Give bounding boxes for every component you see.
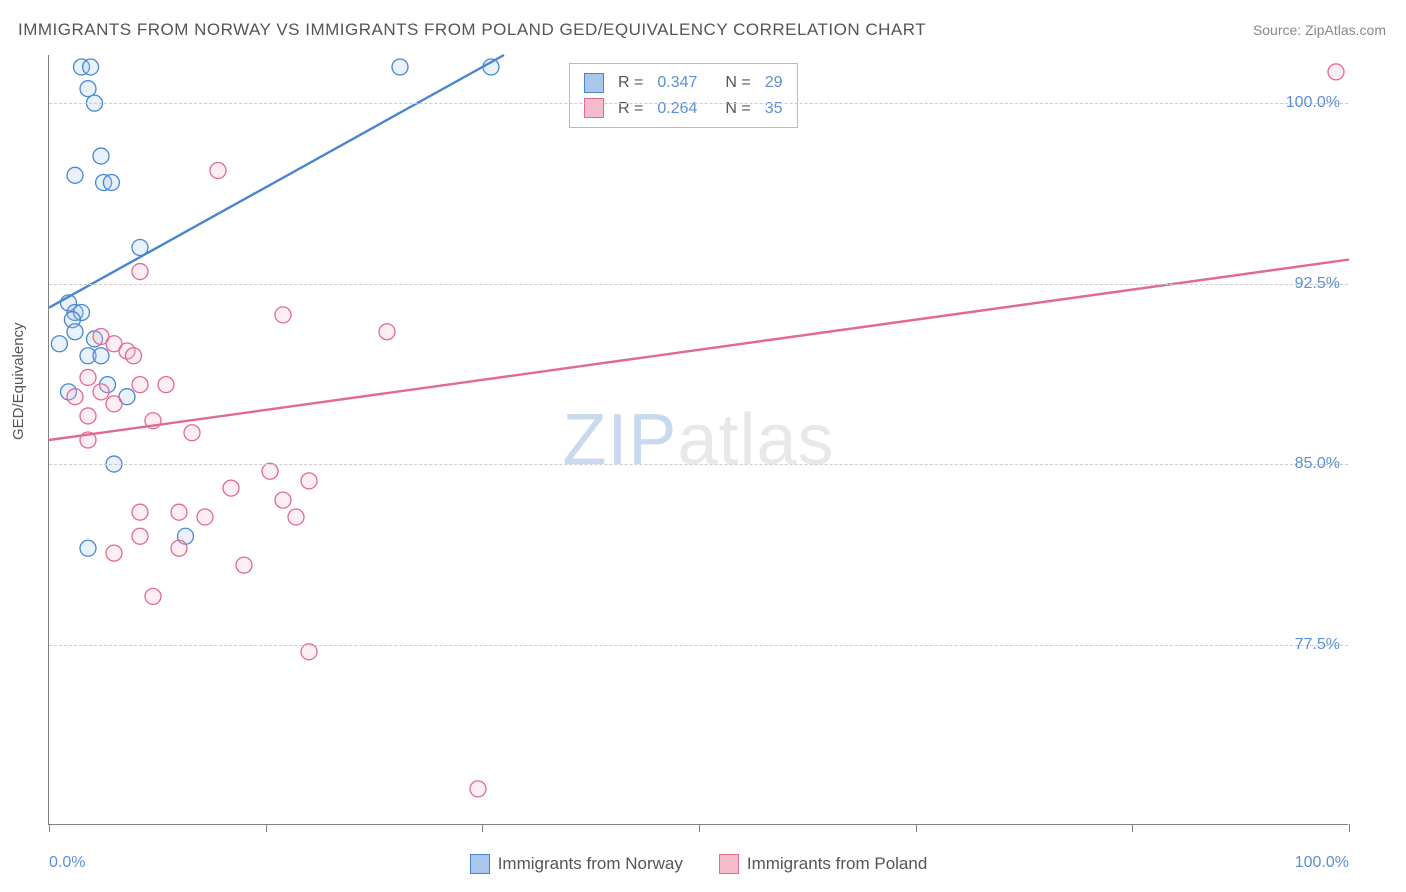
data-point [171,504,187,520]
stats-legend-box: R = 0.347 N = 29 R = 0.264 N = 35 [569,63,798,128]
data-point [275,492,291,508]
x-tick [49,824,50,832]
x-tick [482,824,483,832]
data-point [132,264,148,280]
data-point [93,148,109,164]
data-point [93,348,109,364]
data-point [83,59,99,75]
data-point [80,408,96,424]
chart-title: IMMIGRANTS FROM NORWAY VS IMMIGRANTS FRO… [18,20,926,40]
x-tick-label: 0.0% [49,854,85,872]
bottom-legend: Immigrants from Norway Immigrants from P… [49,854,1348,874]
legend-label-norway: Immigrants from Norway [498,854,683,874]
y-axis-label: GED/Equivalency [10,322,27,440]
data-point [51,336,67,352]
source-attribution: Source: ZipAtlas.com [1253,22,1386,38]
x-tick [1349,824,1350,832]
data-point [262,463,278,479]
n-value-poland: 35 [765,96,783,122]
y-tick-label: 85.0% [1295,455,1340,473]
data-point [132,528,148,544]
plot-area: ZIPatlas R = 0.347 N = 29 R = 0.264 N = … [48,55,1348,825]
data-point [80,540,96,556]
trend-line [49,260,1349,440]
data-point [288,509,304,525]
data-point [171,540,187,556]
x-tick [1132,824,1133,832]
x-tick-label: 100.0% [1295,854,1349,872]
y-tick-label: 100.0% [1286,94,1340,112]
data-point [275,307,291,323]
data-point [145,588,161,604]
data-point [210,163,226,179]
data-point [1328,64,1344,80]
stats-legend-row-poland: R = 0.264 N = 35 [584,96,783,122]
gridline [49,464,1348,465]
stats-legend-row-norway: R = 0.347 N = 29 [584,70,783,96]
data-point [106,396,122,412]
y-tick-label: 92.5% [1295,275,1340,293]
swatch-norway-bottom [470,854,490,874]
data-point [301,644,317,660]
data-point [106,545,122,561]
x-tick [916,824,917,832]
data-point [470,781,486,797]
legend-label-poland: Immigrants from Poland [747,854,927,874]
data-point [379,324,395,340]
data-point [197,509,213,525]
data-point [132,504,148,520]
data-point [132,377,148,393]
r-value-poland: 0.264 [657,96,697,122]
legend-item-norway: Immigrants from Norway [470,854,683,874]
x-tick [699,824,700,832]
r-label: R = [618,70,643,96]
data-point [103,175,119,191]
data-point [158,377,174,393]
r-label: R = [618,96,643,122]
data-point [236,557,252,573]
r-value-norway: 0.347 [657,70,697,96]
data-point [67,167,83,183]
data-point [67,324,83,340]
n-label: N = [725,70,750,96]
gridline [49,645,1348,646]
chart-svg [49,55,1348,824]
data-point [223,480,239,496]
gridline [49,284,1348,285]
swatch-norway [584,73,604,93]
gridline [49,103,1348,104]
n-label: N = [725,96,750,122]
data-point [301,473,317,489]
swatch-poland [584,98,604,118]
legend-item-poland: Immigrants from Poland [719,854,927,874]
data-point [392,59,408,75]
data-point [67,389,83,405]
data-point [80,81,96,97]
x-tick [266,824,267,832]
y-tick-label: 77.5% [1295,636,1340,654]
data-point [80,369,96,385]
n-value-norway: 29 [765,70,783,96]
data-point [126,348,142,364]
data-point [93,384,109,400]
swatch-poland-bottom [719,854,739,874]
data-point [184,425,200,441]
